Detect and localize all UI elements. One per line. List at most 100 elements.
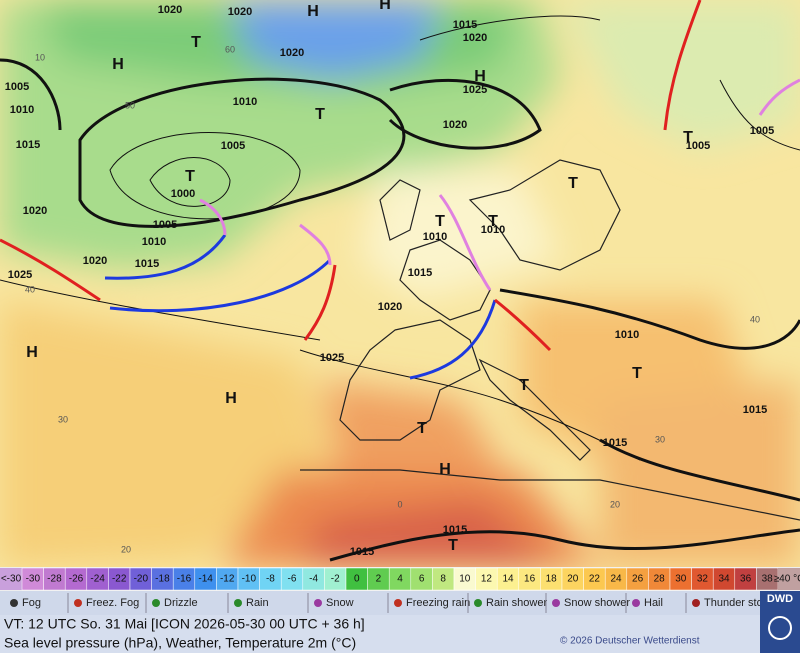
pressure-label: 1005 [686,140,710,152]
pressure-center: H [26,344,38,361]
pressure-label: 1020 [463,32,487,44]
scale-label: 32 [697,574,709,585]
pressure-label: 1010 [615,329,639,341]
pressure-label: 1025 [463,84,487,96]
temperature-label: 40 [750,314,760,324]
logo-icon [768,616,792,640]
scale-label: 30 [675,574,687,585]
footer: VT: 12 UTC So. 31 Mai [ICON 2026-05-30 0… [0,591,800,653]
legend-icon [632,599,640,607]
scale-label: 12 [481,574,493,585]
legend-icon [692,599,700,607]
pressure-label: 1020 [378,301,402,313]
scale-label: -10 [242,574,257,585]
scale-label: -8 [266,574,275,585]
scale-label: ≥40 °C [774,574,800,585]
pressure-center: H [307,3,319,20]
scale-label: 28 [654,574,666,585]
pressure-label: 1025 [320,352,344,364]
legend-icon [74,599,82,607]
pressure-center: T [683,129,693,146]
scale-cell [0,568,22,590]
pressure-center: T [632,365,642,382]
pressure-label: 1015 [408,267,432,279]
temperature-label: 60 [225,44,235,54]
legend-label: Fog [22,597,41,609]
temperature-scale: <-30 -30 -28 -26 -24 -22 -20 -18 -16 -14 -12 -10 -8-… [0,567,800,591]
scale-label: -18 [155,574,170,585]
scale-label: -28 [47,574,62,585]
pressure-center: H [474,68,486,85]
legend-icon [152,599,160,607]
description: Sea level pressure (hPa), Weather, Tempe… [4,635,356,651]
pressure-label: 1020 [228,6,252,18]
scale-label: 6 [419,574,425,585]
legend-label: Drizzle [164,597,198,609]
valid-time: VT: 12 UTC So. 31 Mai [ICON 2026-05-30 0… [4,616,365,632]
weather-legend: Fog Freez. Fog Drizzle Rain Snow Freezing rai… [0,591,800,615]
legend-icon [314,599,322,607]
scale-label: -24 [90,574,105,585]
pressure-label: 1010 [142,236,166,248]
legend-label: Rain shower [486,597,547,609]
scale-label: -12 [220,574,235,585]
scale-label: 22 [589,574,601,585]
pressure-label: 1005 [221,140,245,152]
pressure-label: 1020 [83,255,107,267]
scale-label: 16 [524,574,536,585]
scale-label: 20 [567,574,579,585]
pressure-center: H [112,56,124,73]
pressure-center: T [417,420,427,437]
temperature-label: 10 [35,52,45,62]
pressure-label: 1010 [423,231,447,243]
pressure-label: 1015 [443,524,467,536]
isobars [0,15,800,562]
pressure-label: 1000 [171,188,195,200]
pressure-label: 1015 [350,546,374,558]
logo-text: DWD [767,593,793,605]
legend-icon [234,599,242,607]
pressure-label: 1005 [750,125,774,137]
pressure-label: 1015 [743,404,767,416]
scale-label: 4 [397,574,403,585]
temperature-label: 20 [121,544,131,554]
legend-label: Snow [326,597,354,609]
pressure-label: 1025 [8,269,32,281]
pressure-label: 1015 [16,139,40,151]
scale-label: 24 [610,574,622,585]
map-labels: 1020 102010151020102010051010101010251020… [5,0,774,558]
legend-icon [394,599,402,607]
scale-label: -4 [309,574,318,585]
pressure-center: H [439,461,451,478]
pressure-label: 1015 [603,437,627,449]
copyright: © 2026 Deutscher Wetterdienst [560,636,700,647]
scale-label: 0 [354,574,360,585]
scale-label: 38 [762,574,774,585]
temperature-label: 20 [610,499,620,509]
temperature-label: 0 [397,499,402,509]
scale-label: 8 [440,574,446,585]
scale-label: -20 [134,574,149,585]
pressure-center: T [519,377,529,394]
scale-cell [778,568,800,590]
pressure-center: T [315,106,325,123]
pressure-label: 1020 [23,205,47,217]
scale-label: 10 [459,574,471,585]
pressure-center: H [225,390,237,407]
legend-label: Thunder storm [704,597,776,609]
pressure-label: 1005 [153,219,177,231]
legend-icon [552,599,560,607]
pressure-label: 1020 [280,47,304,59]
fronts [0,0,800,380]
pressure-label: 1010 [10,104,34,116]
scale-label: -2 [331,574,340,585]
pressure-center: H [379,0,391,13]
temperature-label: 40 [25,284,35,294]
scale-label: -26 [69,574,84,585]
pressure-center: T [185,168,195,185]
scale-label: 2 [376,574,382,585]
legend-icon [474,599,482,607]
scale-label: 26 [632,574,644,585]
scale-label: -16 [177,574,192,585]
